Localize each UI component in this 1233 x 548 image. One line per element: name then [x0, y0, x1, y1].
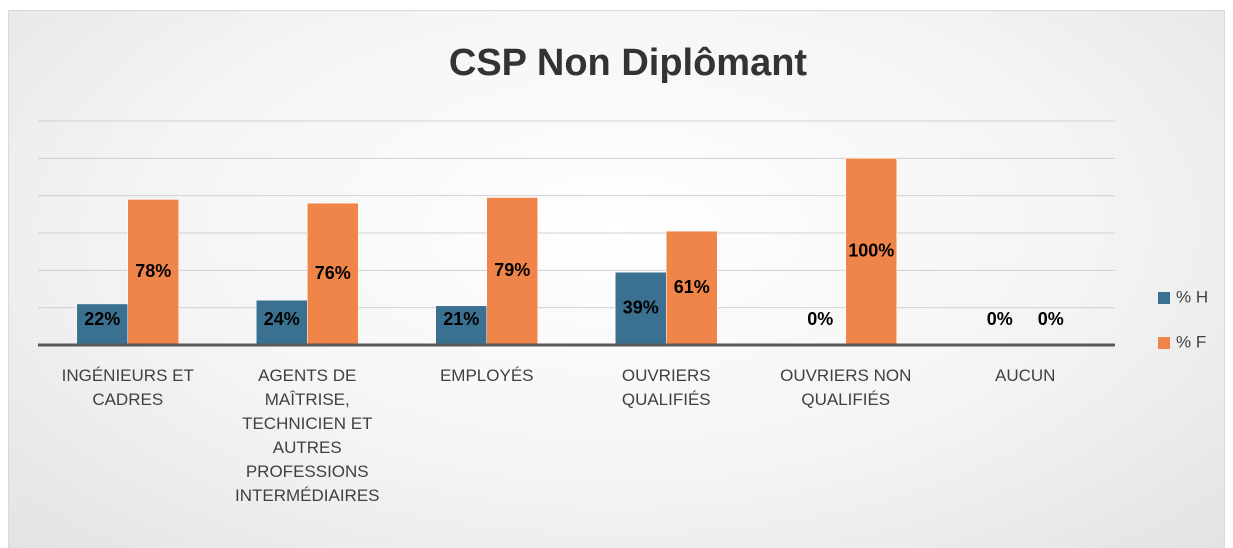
bar [256, 299, 308, 346]
legend-swatch [1158, 292, 1170, 304]
data-label: 24% [264, 309, 300, 329]
data-label: 39% [623, 297, 659, 317]
data-label: 0% [807, 309, 833, 329]
bar [435, 305, 487, 346]
bar [845, 158, 897, 346]
data-label: 100% [848, 240, 894, 260]
bar [307, 202, 359, 346]
data-label: 22% [84, 309, 120, 329]
chart-title: CSP Non Diplômant [449, 42, 808, 84]
x-tick-label: AGENTS DE MAÎTRISE, TECHNICIEN ET AUTRES… [234, 366, 380, 505]
bar [615, 271, 667, 346]
data-label: 0% [987, 309, 1013, 329]
bar [666, 230, 718, 346]
bar [76, 303, 128, 346]
data-label: 78% [135, 261, 171, 281]
x-tick-label: EMPLOYÉS [439, 366, 534, 385]
legend-label: % H [1176, 287, 1208, 306]
x-tick-label: OUVRIERS NON QUALIFIÉS [780, 366, 912, 409]
bar [486, 197, 538, 346]
data-label: 76% [315, 263, 351, 283]
data-label: 79% [494, 260, 530, 280]
legend-label: % F [1176, 332, 1206, 351]
data-label: 0% [1038, 309, 1064, 329]
x-tick-label: INGÉNIEURS ET CADRES [61, 366, 194, 409]
bar [127, 199, 179, 346]
data-label: 61% [674, 277, 710, 297]
x-tick-label: OUVRIERS QUALIFIÉS [621, 366, 711, 409]
data-label: 21% [443, 309, 479, 329]
legend-swatch [1158, 337, 1170, 349]
x-tick-label: AUCUN [995, 366, 1056, 385]
